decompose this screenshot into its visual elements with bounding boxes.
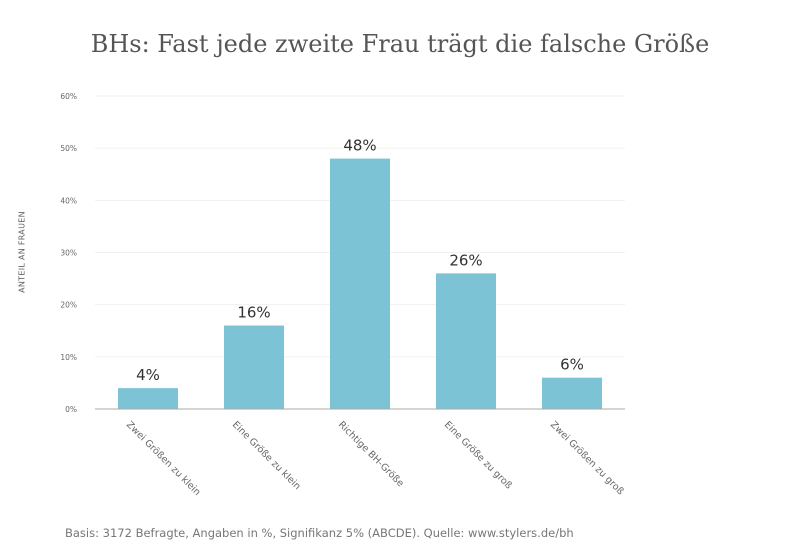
x-tick-label: Zwei Größen zu klein: [124, 419, 203, 498]
data-label: 6%: [560, 356, 584, 374]
y-tick-label: 30%: [60, 249, 77, 258]
bar: [118, 388, 178, 409]
bar: [224, 325, 284, 409]
footnote: Basis: 3172 Befragte, Angaben in %, Sign…: [65, 526, 574, 540]
y-tick-label: 40%: [60, 196, 77, 205]
bar: [436, 273, 496, 409]
data-label: 4%: [136, 366, 160, 384]
data-label: 48%: [343, 137, 376, 155]
x-tick-label: Eine Größe zu klein: [230, 419, 303, 492]
data-label: 26%: [449, 251, 482, 269]
x-tick-label: Zwei Größen zu groß: [548, 419, 626, 497]
y-tick-label: 0%: [65, 405, 77, 414]
y-tick-label: 60%: [60, 92, 77, 101]
x-tick-label: Eine Größe zu groß: [442, 419, 514, 491]
bar: [542, 377, 602, 409]
y-tick-label: 20%: [60, 301, 77, 310]
y-tick-label: 50%: [60, 144, 77, 153]
bar: [330, 158, 390, 409]
data-label: 16%: [237, 304, 270, 322]
x-tick-label: Richtige BH-Größe: [336, 419, 406, 489]
chart-title: BHs: Fast jede zweite Frau trägt die fal…: [90, 30, 710, 58]
y-tick-label: 10%: [60, 353, 77, 362]
